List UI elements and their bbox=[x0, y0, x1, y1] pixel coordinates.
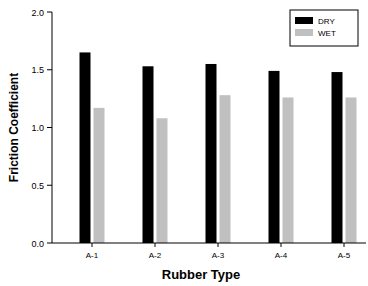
bar bbox=[283, 97, 294, 243]
bars bbox=[80, 52, 357, 243]
x-tick bbox=[218, 243, 219, 247]
bar bbox=[157, 118, 168, 243]
y-tick bbox=[47, 243, 52, 244]
bar bbox=[143, 66, 154, 243]
bar bbox=[220, 95, 231, 243]
y-tick bbox=[47, 12, 52, 13]
bar bbox=[80, 52, 91, 243]
x-tick bbox=[92, 243, 93, 247]
y-tick-label: 1.0 bbox=[31, 123, 44, 133]
bar bbox=[346, 97, 357, 243]
x-tick-label: A-2 bbox=[149, 251, 162, 260]
y-axis-label: Friction Coefficient bbox=[7, 73, 21, 182]
y-tick bbox=[47, 127, 52, 128]
y-tick-label: 0.0 bbox=[31, 239, 44, 249]
legend-swatch bbox=[295, 29, 313, 36]
bar bbox=[94, 108, 105, 243]
x-tick-label: A-4 bbox=[275, 251, 288, 260]
y-tick-label: 2.0 bbox=[31, 8, 44, 18]
x-tick bbox=[281, 243, 282, 247]
legend-label: DRY bbox=[318, 17, 335, 26]
x-tick-label: A-3 bbox=[212, 251, 225, 260]
bar bbox=[332, 72, 343, 243]
bar bbox=[206, 64, 217, 243]
x-tick-label: A-1 bbox=[86, 251, 99, 260]
legend-label: WET bbox=[318, 29, 336, 38]
x-axis bbox=[52, 243, 366, 244]
y-tick-label: 0.5 bbox=[31, 181, 44, 191]
x-axis-label: Rubber Type bbox=[162, 267, 241, 282]
x-tick bbox=[155, 243, 156, 247]
y-tick bbox=[47, 185, 52, 186]
legend-swatch bbox=[295, 17, 313, 24]
x-tick bbox=[344, 243, 345, 247]
bar bbox=[269, 71, 280, 243]
legend-box bbox=[290, 10, 358, 46]
legend: DRY WET bbox=[290, 10, 358, 46]
y-tick bbox=[47, 69, 52, 70]
y-tick-label: 1.5 bbox=[31, 65, 44, 75]
chart: 0.0 0.5 1.0 1.5 2.0 A-1 A-2 A-3 A-4 A-5 Rubber Typ… bbox=[0, 0, 368, 286]
x-tick-label: A-5 bbox=[338, 251, 351, 260]
